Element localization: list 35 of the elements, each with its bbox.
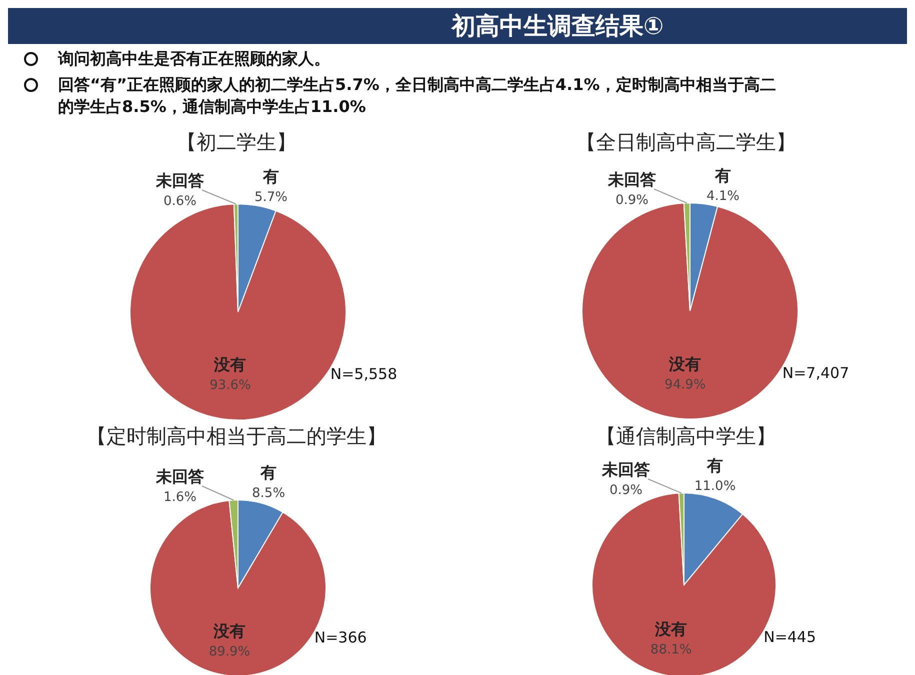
slice-label: 未回答 [155, 171, 204, 190]
data-label: 94.9% [664, 377, 706, 392]
slice-label: 没有 [668, 354, 702, 374]
data-label: 11.0% [694, 479, 736, 494]
chart-title: 【通信制高中学生】 [595, 423, 777, 450]
data-label: 89.9% [208, 644, 250, 660]
data-label: 0.9% [609, 483, 643, 498]
data-label: 93.6% [210, 378, 251, 393]
slice-label: 未回答 [155, 467, 204, 486]
text: 初高中生调查结果① [8, 8, 907, 44]
chart-title: 【定时制高中相当于高二的学生】 [86, 423, 388, 450]
slice-label: 没有 [213, 354, 246, 374]
text: N=366 [314, 628, 367, 647]
slice-label: 没有 [654, 619, 688, 638]
chart-title: 【全日制高中高二学生】 [575, 129, 797, 156]
text: 询问初高中生是否有正在照顾的家人。 [58, 48, 330, 70]
data-label: 88.1% [650, 642, 692, 658]
text: N=7,407 [782, 364, 850, 382]
slice-label: 有 [260, 463, 277, 482]
slice-label: 未回答 [607, 170, 656, 189]
data-label: 5.7% [254, 190, 288, 205]
text: 回答“有”正在照顾的家人的初二学生占5.7%，全日制高中高二学生占4.1%，定时制高中相当于高二的学生占8.5%，通信制高中学生占11.0% [58, 74, 777, 118]
text: N=445 [764, 628, 816, 646]
slice-label: 没有 [212, 622, 246, 641]
data-label: 0.9% [615, 193, 649, 208]
slice-label: 有 [262, 167, 279, 186]
data-label: 4.1% [706, 189, 740, 204]
data-label: 1.6% [163, 490, 197, 505]
chart-title: 【初二学生】 [176, 129, 298, 156]
slice-label: 未回答 [601, 460, 650, 479]
data-label: 8.5% [252, 486, 286, 501]
slice-label: 有 [714, 166, 731, 185]
slice-label: 有 [706, 456, 724, 475]
data-label: 0.6% [163, 194, 197, 209]
text: N=5,558 [330, 364, 398, 383]
